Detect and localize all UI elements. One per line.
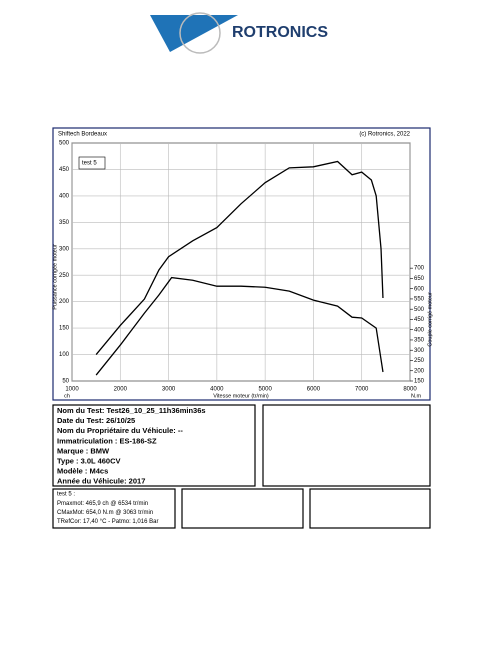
- y-axis-label: Puissance corrigée moteur: [52, 244, 58, 310]
- plot: 50 100 150 200 250 300 350 400 450 500 1000 2000 300…: [52, 141, 433, 400]
- y2-tick-label: 400: [414, 327, 425, 333]
- y2-tick-label: 500: [414, 307, 425, 313]
- y2-tick-label: 150: [414, 379, 425, 385]
- y2-tick-label: 600: [414, 286, 425, 292]
- legend-box: [78, 156, 106, 170]
- y2-tick-label: 700: [414, 266, 425, 272]
- chart-frame: [52, 127, 431, 401]
- y2-tick-label: 300: [414, 348, 425, 354]
- plot-area: [71, 142, 411, 382]
- info-line: Immatriculation : ES-186-SZ: [57, 436, 157, 445]
- result-line: TRefCor: 17,40 °C - Patmo: 1,016 Bar: [57, 519, 158, 525]
- y2-axis-label: Couple corrigé moteur: [427, 292, 433, 347]
- y-tick-label: 400: [59, 193, 70, 199]
- result-line: Pmaxmot: 465,9 ch @ 6534 tr/min: [57, 501, 148, 507]
- chart-header-left: Shiftech Bordeaux: [58, 132, 107, 138]
- series-line: [95, 160, 384, 355]
- info-line: Nom du Test: Test26_10_25_11h36min36s: [57, 406, 206, 415]
- x-tick-label: 2000: [114, 387, 128, 393]
- y-tick-label: 250: [59, 273, 70, 279]
- y2-tick-label: 250: [414, 358, 425, 364]
- x-tick-label: 5000: [258, 387, 272, 393]
- empty-box: [181, 488, 304, 529]
- info-line: Type : 3.0L 460CV: [57, 456, 121, 465]
- y-unit: ch: [64, 393, 70, 399]
- empty-box: [262, 404, 431, 487]
- series-line: [95, 276, 384, 376]
- x-tick-label: 4000: [210, 387, 224, 393]
- result-line: CMaxMot: 654,0 N.m @ 3063 tr/min: [57, 510, 153, 516]
- y2-tick-label: 650: [414, 276, 425, 282]
- y-tick-label: 150: [59, 326, 70, 332]
- x-axis-label: Vitesse moteur (tr/min): [213, 393, 269, 399]
- y2-tick-label: 200: [414, 368, 425, 374]
- y2-tick-label: 450: [414, 317, 425, 323]
- y2-unit: N.m: [411, 393, 422, 399]
- y-tick-label: 50: [62, 379, 69, 385]
- y-tick-label: 100: [59, 352, 70, 358]
- info-line: Marque : BMW: [57, 446, 110, 455]
- x-tick-label: 7000: [355, 387, 369, 393]
- legend-label: test 5: [82, 161, 97, 167]
- logo-circle: [179, 12, 221, 54]
- info-line: Nom du Propriétaire du Véhicule: --: [57, 426, 183, 435]
- y2-tick-label: 550: [414, 297, 425, 303]
- y-tick-label: 200: [59, 299, 70, 305]
- info-line: Modèle : M4cs: [57, 467, 108, 476]
- empty-box: [309, 488, 431, 529]
- result-line: test 5 :: [57, 492, 75, 498]
- x-tick-label: 6000: [307, 387, 321, 393]
- logo-shape: [150, 15, 238, 52]
- x-tick-label: 8000: [403, 387, 417, 393]
- y-tick-label: 300: [59, 246, 70, 252]
- info-box: [52, 404, 256, 487]
- info-line: Année du Véhicule: 2017: [57, 477, 145, 486]
- y-tick-label: 500: [59, 141, 70, 147]
- y2-tick-label: 350: [414, 338, 425, 344]
- info-lines: Nom du Test: Test26_10_25_11h36min36sDat…: [57, 406, 206, 486]
- results-box: [52, 488, 176, 529]
- x-tick-label: 3000: [162, 387, 176, 393]
- y-tick-label: 350: [59, 220, 70, 226]
- results-lines: test 5 : Pmaxmot: 465,9 ch @ 6534 tr/min C…: [57, 492, 158, 526]
- y-tick-label: 450: [59, 167, 70, 173]
- info-line: Date du Test: 26/10/25: [57, 416, 135, 425]
- logo-text: ROTRONICS: [232, 24, 328, 41]
- chart-header-right: (c) Rotronics, 2022: [359, 132, 410, 138]
- x-tick-label: 1000: [65, 387, 79, 393]
